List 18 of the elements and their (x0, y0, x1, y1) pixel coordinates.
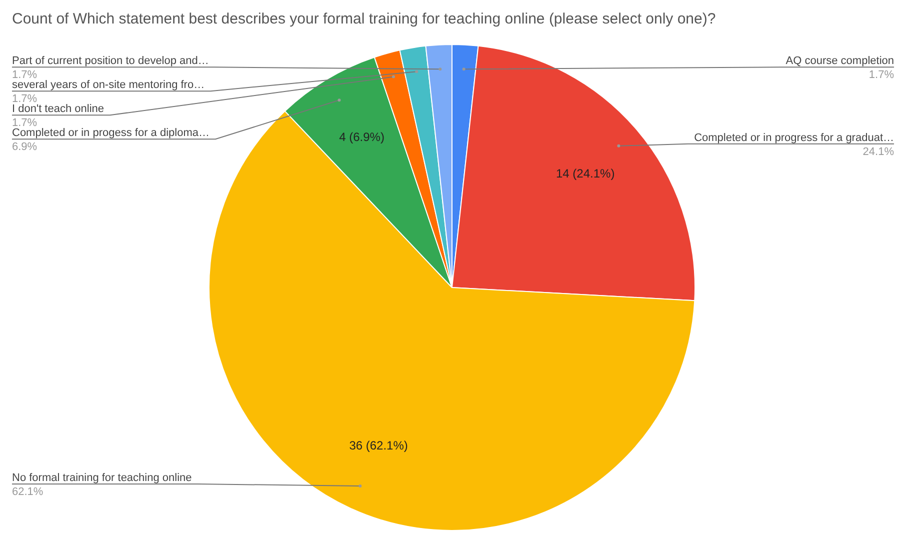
slice-label: Part of current position to develop and… (12, 55, 209, 68)
slice-label: I don't teach online (12, 103, 104, 116)
text: 1.7% (12, 69, 38, 82)
text: 1.7% (868, 69, 894, 82)
slice-label: No formal training for teaching online (12, 472, 192, 484)
text: 1.7% (12, 93, 38, 106)
data-label: 14 (24.1%) (556, 166, 615, 181)
chart-title: Count of Which statement best describes your formal training for teaching online (please select only one)? (12, 10, 716, 28)
text: 6.9% (12, 141, 38, 154)
slice-label: several years of on-site mentoring fro… (12, 79, 205, 92)
text: 1.7% (12, 117, 38, 130)
slice-label: Completed or in progess for a diploma… (12, 127, 210, 140)
data-label: 4 (6.9%) (339, 130, 384, 144)
data-label: 36 (62.1%) (349, 438, 408, 453)
slice-label: Completed or in progress for a graduat… (694, 132, 894, 144)
slice-label: AQ course completion (786, 55, 894, 68)
text: 62.1% (12, 486, 44, 498)
text: 24.1% (862, 146, 894, 158)
